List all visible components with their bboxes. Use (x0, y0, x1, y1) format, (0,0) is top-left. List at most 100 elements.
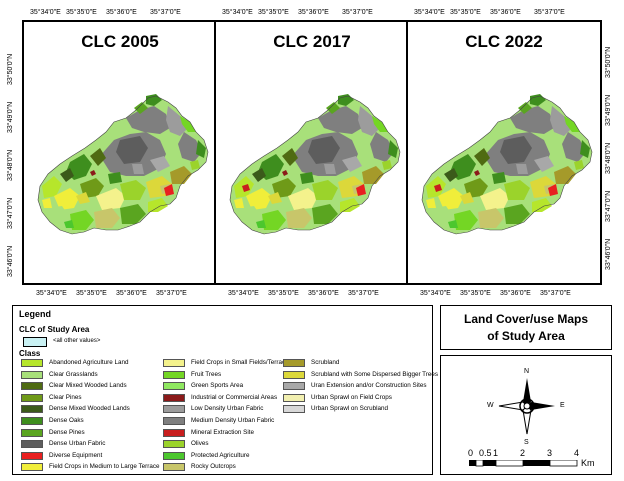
land-cover-patch (388, 140, 398, 158)
land-cover-patch (234, 198, 244, 208)
compass-west: W (487, 402, 494, 409)
lon-tick: 35°37'0"E (540, 290, 571, 297)
compass-south: S (524, 439, 529, 446)
land-cover-patch (510, 106, 554, 134)
land-cover-patch (64, 220, 74, 228)
land-cover-patch (90, 148, 106, 166)
land-cover-patch (94, 208, 120, 228)
land-cover-patch (262, 210, 286, 230)
scale-bar-graphic (469, 460, 578, 467)
legend-label: Clear Mixed Wooded Lands (49, 382, 127, 390)
land-cover-patch (282, 170, 288, 176)
land-cover-map (229, 94, 401, 235)
land-cover-patch (382, 160, 392, 170)
map-title-line1: Land Cover/use Maps (463, 312, 589, 326)
land-cover-patch (454, 210, 478, 230)
legend-subtitle: CLC of Study Area (19, 325, 90, 334)
legend-swatch (283, 393, 305, 402)
map-title-box: Land Cover/use Maps of Study Area (440, 305, 612, 350)
legend-label: Scrubland (311, 359, 340, 366)
legend-swatch (21, 440, 43, 449)
land-cover-patch (580, 140, 590, 158)
legend-label: Uran Extension and/or Construction Sites (311, 382, 427, 390)
legend-swatch (21, 370, 43, 379)
land-cover-patch (134, 102, 148, 114)
map-panel-2017: CLC 2017 (214, 20, 410, 285)
legend-swatch (163, 393, 185, 402)
land-cover-patch (256, 220, 266, 228)
land-cover-patch (282, 148, 298, 166)
land-cover-patch (108, 172, 122, 184)
land-cover-patch (246, 188, 272, 210)
legend-swatch (21, 451, 43, 460)
land-cover-patch (120, 204, 146, 224)
legend-label: Medium Density Urban Fabric (191, 417, 275, 424)
lon-tick: 35°37'0"E (534, 9, 565, 16)
map-title: CLC 2005 (81, 32, 159, 51)
lat-tick: 33°46'0"N (605, 238, 612, 270)
land-cover-patch (356, 184, 366, 196)
scale-label: 4 (574, 448, 580, 458)
lon-tick: 35°36'0"E (500, 290, 531, 297)
land-cover-patch (492, 172, 506, 184)
land-cover-patch (312, 204, 338, 224)
land-cover-patch (342, 156, 362, 172)
legend-label: Clear Grasslands (49, 370, 98, 378)
land-cover-patch (150, 156, 170, 172)
land-cover-patch (554, 166, 576, 184)
land-cover-map (421, 94, 593, 235)
land-cover-patch (426, 198, 436, 208)
legend-label: Diverse Equipment (49, 451, 103, 459)
land-cover-patch (504, 204, 530, 224)
land-cover-patch (460, 192, 474, 204)
lat-tick: 33°48'0"N (7, 149, 14, 181)
legend-swatch (283, 405, 305, 414)
lon-tick: 35°36'0"E (308, 290, 339, 297)
lon-tick: 35°34'0"E (36, 290, 67, 297)
lon-tick: 35°34'0"E (420, 290, 451, 297)
lat-tick: 33°50'0"N (605, 46, 612, 78)
land-cover-patch (164, 184, 174, 196)
land-cover-patch (340, 198, 360, 212)
legend-swatch (23, 337, 47, 347)
land-cover-patch (240, 206, 262, 226)
legend-swatch (163, 382, 185, 391)
land-cover-patch (448, 220, 458, 228)
compass-scale-box: N S W E 0 0.5 1 2 3 4 Km (440, 355, 612, 475)
legend-swatch (21, 359, 43, 367)
lat-tick: 33°47'0"N (605, 190, 612, 222)
lon-tick: 35°37'0"E (342, 9, 373, 16)
land-cover-patch (444, 168, 458, 182)
scale-label: 0 (468, 448, 474, 458)
legend-label: Dense Urban Fabric (49, 440, 106, 448)
land-cover-patch (324, 164, 336, 174)
legend-swatch (163, 359, 185, 367)
legend-label: Scrubland with Some Dispersed Bigger Tre… (311, 370, 439, 378)
lon-tick: 35°36'0"E (116, 290, 147, 297)
lat-tick: 33°50'0"N (7, 53, 14, 85)
lat-tick: 33°47'0"N (7, 197, 14, 229)
land-cover-patch (148, 198, 168, 212)
land-cover-patch (242, 184, 250, 192)
lon-tick: 35°35'0"E (258, 9, 289, 16)
land-cover-patch (434, 184, 442, 192)
legend-label: Rocky Outcrops (191, 463, 236, 471)
land-cover-patch (312, 180, 338, 200)
study-area-outline (37, 95, 209, 235)
land-cover-patch (518, 102, 532, 114)
land-cover-patch (170, 166, 192, 184)
scale-label: 1 (493, 448, 499, 458)
legend-label: Mineral Extraction Site (191, 428, 254, 436)
land-cover-patch (562, 132, 586, 162)
legend-label: Field Crops in Small Fields/Terrace (191, 359, 289, 366)
land-cover-patch (268, 192, 282, 204)
land-cover-patch (90, 170, 96, 176)
legend-label: Industrial or Commercial Areas (191, 393, 278, 401)
map-title-line2: of Study Area (487, 329, 565, 343)
lon-tick: 35°34'0"E (228, 290, 259, 297)
compass-north: N (524, 368, 530, 375)
land-cover-patch (372, 116, 388, 132)
land-cover-patch (76, 192, 90, 204)
land-cover-patch (532, 198, 552, 212)
lat-tick: 33°49'0"N (7, 101, 14, 133)
